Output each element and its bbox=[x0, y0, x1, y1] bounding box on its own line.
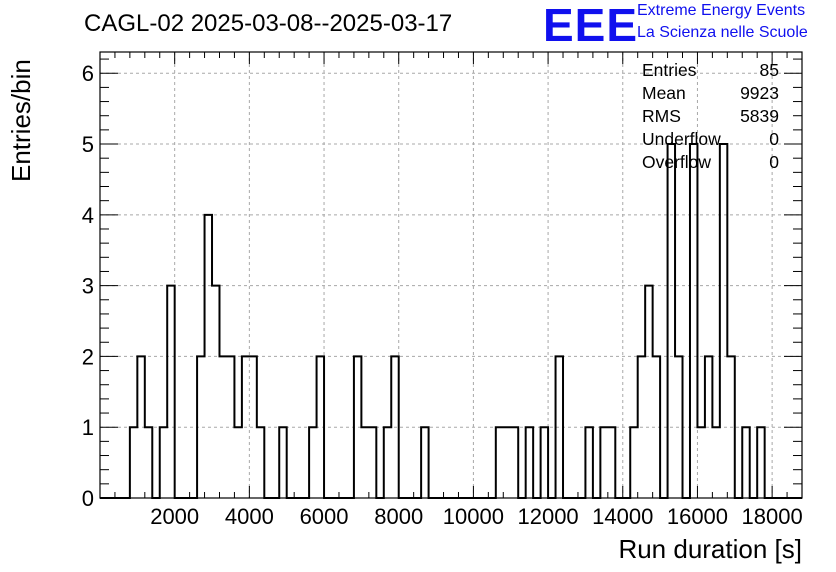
histogram-bin bbox=[697, 427, 704, 498]
y-tick-label: 4 bbox=[82, 203, 94, 228]
stats-value: 0 bbox=[769, 129, 779, 149]
stats-label: Entries bbox=[642, 60, 697, 80]
histogram-bin bbox=[234, 427, 241, 498]
histogram-bin bbox=[630, 427, 637, 498]
y-tick-label: 5 bbox=[82, 132, 94, 157]
x-tick-label: 18000 bbox=[742, 504, 803, 529]
histogram-bin bbox=[645, 286, 652, 498]
stats-row-mean: Mean 9923 bbox=[642, 82, 779, 105]
stats-label: Overflow bbox=[642, 152, 712, 172]
histogram-bin bbox=[496, 427, 503, 498]
y-tick-label: 3 bbox=[82, 274, 94, 299]
stats-label: Mean bbox=[642, 83, 686, 103]
histogram-bin bbox=[720, 144, 727, 498]
plot-frame bbox=[99, 51, 803, 499]
stats-value: 5839 bbox=[740, 106, 779, 126]
stats-row-underflow: Underflow 0 bbox=[642, 128, 779, 151]
stats-box: Entries 85 Mean 9923 RMS 5839 Underflow … bbox=[642, 59, 779, 174]
histogram-bin bbox=[421, 427, 428, 498]
histogram-outline bbox=[100, 143, 802, 499]
histogram-bin bbox=[690, 144, 697, 498]
histogram-bin bbox=[541, 427, 548, 498]
axes-frame bbox=[99, 51, 803, 499]
x-tick-label: 16000 bbox=[667, 504, 728, 529]
y-tick-label: 1 bbox=[82, 415, 94, 440]
stats-row-rms: RMS 5839 bbox=[642, 105, 779, 128]
x-tick-label: 14000 bbox=[592, 504, 653, 529]
histogram-bin bbox=[279, 427, 286, 498]
histogram-bin bbox=[757, 427, 764, 498]
chart-title: CAGL-02 2025-03-08--2025-03-17 bbox=[84, 10, 453, 37]
stats-label: RMS bbox=[642, 106, 681, 126]
stats-row-overflow: Overflow 0 bbox=[642, 151, 779, 174]
stats-value: 0 bbox=[769, 152, 779, 172]
x-tick-label: 12000 bbox=[517, 504, 578, 529]
histogram-bin bbox=[585, 427, 592, 498]
logo-text-line1: Extreme Energy Events bbox=[637, 2, 806, 19]
histogram-bin bbox=[160, 427, 167, 498]
histogram-bin bbox=[668, 144, 675, 498]
stats-value: 85 bbox=[759, 60, 779, 80]
axis-tick-labels: 2000 4000 6000 8000 10000 12000 14000 16000 1800… bbox=[82, 61, 803, 529]
x-axis-label: Run duration [s] bbox=[618, 534, 802, 564]
x-tick-label: 2000 bbox=[150, 504, 199, 529]
histogram-bin bbox=[167, 286, 174, 498]
stats-label: Underflow bbox=[642, 129, 721, 149]
histogram-bin bbox=[257, 427, 264, 498]
axis-ticks bbox=[100, 52, 802, 498]
y-tick-label: 6 bbox=[82, 61, 94, 86]
stats-value: 9923 bbox=[740, 83, 779, 103]
y-tick-label: 0 bbox=[82, 486, 94, 511]
histogram-bin bbox=[600, 427, 607, 498]
histogram-bin bbox=[712, 427, 719, 498]
histogram-bin bbox=[384, 427, 391, 498]
histogram-bin bbox=[742, 427, 749, 498]
stats-row-entries: Entries 85 bbox=[642, 59, 779, 82]
eee-logo-mark: EEE bbox=[543, 0, 639, 51]
histogram-bars bbox=[130, 144, 765, 498]
histogram-bin bbox=[526, 427, 533, 498]
histogram-bin bbox=[361, 427, 368, 498]
histogram-bin bbox=[503, 427, 510, 498]
y-axis-label: Entries/bin bbox=[6, 59, 36, 182]
x-tick-label: 8000 bbox=[374, 504, 423, 529]
histogram-bin bbox=[511, 427, 518, 498]
x-tick-label: 4000 bbox=[225, 504, 274, 529]
histogram-bin bbox=[145, 427, 152, 498]
histogram-bin bbox=[369, 427, 376, 498]
x-tick-label: 10000 bbox=[443, 504, 504, 529]
histogram-bin bbox=[130, 427, 137, 498]
histogram-bin bbox=[608, 427, 615, 498]
logo-text-line2: La Scienza nelle Scuole bbox=[637, 24, 808, 41]
histogram-bin bbox=[309, 427, 316, 498]
y-tick-label: 2 bbox=[82, 344, 94, 369]
x-tick-label: 6000 bbox=[300, 504, 349, 529]
histogram-bin bbox=[212, 286, 219, 498]
